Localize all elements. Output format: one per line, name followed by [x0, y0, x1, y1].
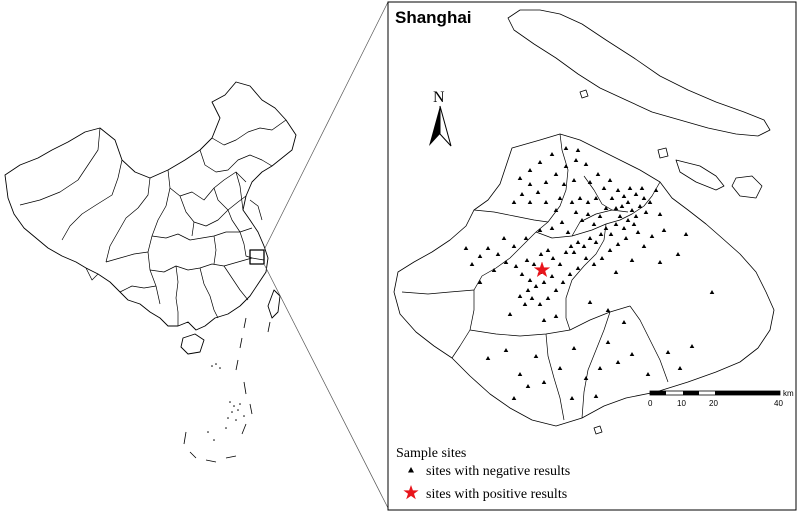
scale-bar: 0 10 20 40 km — [648, 389, 794, 408]
legend-title: Sample sites — [396, 446, 466, 461]
china-outline — [4, 81, 297, 331]
province-borders — [19, 119, 287, 326]
shanghai-map — [393, 9, 775, 435]
chongming-island — [507, 9, 771, 137]
district-borders — [401, 133, 669, 421]
shanghai-mainland — [393, 133, 775, 427]
north-label: N — [433, 89, 445, 106]
hengsha-island — [731, 175, 763, 199]
south-china-sea-lines — [183, 317, 271, 463]
taiwan-island — [267, 289, 281, 319]
north-arrow: N — [429, 89, 452, 147]
scale-tick-0: 0 — [648, 399, 653, 408]
positive-site-star-icon — [533, 261, 551, 278]
sample-sites — [463, 146, 715, 400]
small-island — [579, 89, 589, 99]
shanghai-locator-box — [249, 249, 265, 265]
north-arrow-icon — [429, 106, 440, 146]
legend: Sample sites sites with negative results… — [396, 446, 570, 502]
scale-tick-10: 10 — [677, 399, 686, 408]
tri-marker — [463, 146, 715, 400]
changxing-island — [675, 159, 725, 191]
island-dots — [207, 363, 245, 441]
star-icon — [403, 485, 419, 500]
scale-tick-40: 40 — [774, 399, 783, 408]
inset-title: Shanghai — [395, 8, 472, 27]
small-island — [593, 425, 603, 435]
scale-tick-20: 20 — [709, 399, 718, 408]
inset-frame — [387, 1, 797, 511]
zoom-connector — [263, 1, 389, 509]
scale-unit: km — [783, 389, 794, 398]
legend-item-negative: sites with negative results — [426, 464, 570, 479]
triangle-icon — [408, 467, 414, 473]
china-map — [4, 81, 297, 463]
hainan-island — [180, 333, 205, 355]
small-island — [657, 147, 669, 159]
legend-item-positive: sites with positive results — [426, 487, 567, 502]
